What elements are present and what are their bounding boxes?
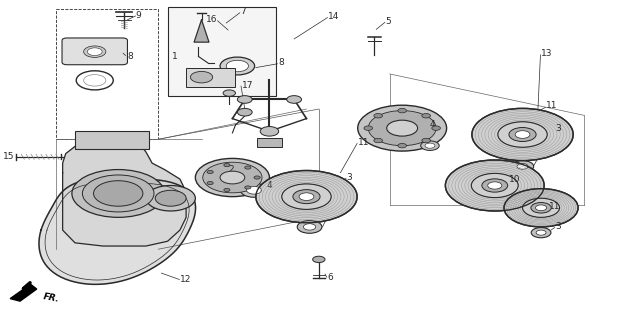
Circle shape bbox=[515, 131, 530, 138]
Text: 16: 16 bbox=[205, 15, 217, 24]
Text: FR.: FR. bbox=[43, 292, 61, 304]
Circle shape bbox=[374, 138, 383, 143]
Circle shape bbox=[387, 120, 417, 136]
Text: 3: 3 bbox=[346, 173, 352, 182]
Circle shape bbox=[374, 114, 383, 118]
Circle shape bbox=[482, 179, 508, 192]
Text: 14: 14 bbox=[328, 12, 340, 21]
Text: 3: 3 bbox=[555, 124, 561, 132]
Bar bbox=[75, 131, 149, 149]
Circle shape bbox=[220, 171, 244, 184]
Circle shape bbox=[536, 205, 547, 211]
Text: 9: 9 bbox=[136, 12, 141, 20]
Circle shape bbox=[207, 171, 213, 173]
Circle shape bbox=[531, 203, 551, 213]
Polygon shape bbox=[39, 179, 195, 284]
Circle shape bbox=[224, 188, 230, 192]
Polygon shape bbox=[194, 20, 209, 42]
Text: 4: 4 bbox=[266, 181, 272, 190]
Circle shape bbox=[254, 176, 260, 179]
Circle shape bbox=[304, 224, 316, 230]
Circle shape bbox=[398, 143, 407, 148]
Circle shape bbox=[238, 96, 252, 103]
Circle shape bbox=[536, 230, 546, 235]
Circle shape bbox=[190, 71, 213, 83]
Circle shape bbox=[195, 158, 269, 197]
Text: 4: 4 bbox=[430, 120, 435, 130]
Text: 2: 2 bbox=[228, 165, 234, 174]
Text: 12: 12 bbox=[180, 275, 192, 284]
Bar bbox=[57, 9, 159, 139]
Circle shape bbox=[422, 138, 430, 143]
Circle shape bbox=[364, 126, 373, 130]
Circle shape bbox=[260, 126, 279, 136]
Circle shape bbox=[224, 164, 230, 167]
Circle shape bbox=[358, 105, 447, 151]
Text: 6: 6 bbox=[327, 273, 333, 282]
Circle shape bbox=[368, 111, 436, 146]
Circle shape bbox=[146, 186, 195, 211]
Text: 3: 3 bbox=[555, 222, 561, 231]
Circle shape bbox=[82, 175, 154, 212]
Circle shape bbox=[422, 114, 430, 118]
Circle shape bbox=[156, 190, 186, 206]
Circle shape bbox=[238, 108, 252, 116]
Circle shape bbox=[432, 126, 440, 130]
Circle shape bbox=[241, 183, 267, 197]
Circle shape bbox=[420, 141, 439, 150]
Circle shape bbox=[531, 228, 551, 238]
Circle shape bbox=[244, 186, 251, 189]
Text: 13: 13 bbox=[541, 49, 552, 58]
Circle shape bbox=[223, 90, 236, 96]
Circle shape bbox=[287, 96, 302, 103]
Circle shape bbox=[203, 162, 262, 193]
Bar bbox=[186, 68, 236, 87]
Circle shape bbox=[504, 189, 578, 227]
Circle shape bbox=[83, 46, 106, 57]
Text: 8: 8 bbox=[128, 52, 133, 61]
Text: 7: 7 bbox=[241, 7, 246, 16]
Circle shape bbox=[256, 171, 357, 223]
Circle shape bbox=[293, 190, 320, 204]
Circle shape bbox=[72, 170, 164, 217]
Circle shape bbox=[425, 143, 435, 148]
Circle shape bbox=[246, 187, 261, 194]
Circle shape bbox=[244, 166, 251, 169]
Circle shape bbox=[297, 220, 322, 233]
Bar bbox=[167, 7, 276, 96]
Polygon shape bbox=[63, 139, 186, 246]
Circle shape bbox=[445, 160, 544, 211]
Text: 17: 17 bbox=[242, 81, 253, 90]
Circle shape bbox=[87, 48, 102, 55]
Circle shape bbox=[207, 181, 213, 185]
Circle shape bbox=[313, 256, 325, 263]
Text: 8: 8 bbox=[278, 58, 284, 67]
Circle shape bbox=[517, 164, 528, 169]
Text: 10: 10 bbox=[509, 175, 521, 184]
Circle shape bbox=[220, 57, 254, 75]
Text: 5: 5 bbox=[386, 17, 391, 26]
Circle shape bbox=[511, 161, 534, 172]
Circle shape bbox=[226, 60, 248, 72]
Circle shape bbox=[398, 108, 407, 113]
Text: 11: 11 bbox=[546, 101, 557, 110]
Text: 11: 11 bbox=[549, 202, 560, 211]
Text: 1: 1 bbox=[172, 52, 178, 61]
Circle shape bbox=[472, 108, 573, 161]
Circle shape bbox=[509, 127, 536, 141]
FancyBboxPatch shape bbox=[62, 38, 128, 65]
Text: 11: 11 bbox=[358, 138, 369, 147]
Circle shape bbox=[299, 193, 314, 200]
Polygon shape bbox=[10, 284, 37, 301]
Text: 15: 15 bbox=[3, 152, 14, 161]
Bar bbox=[257, 138, 282, 147]
Circle shape bbox=[93, 181, 143, 206]
Circle shape bbox=[488, 182, 502, 189]
